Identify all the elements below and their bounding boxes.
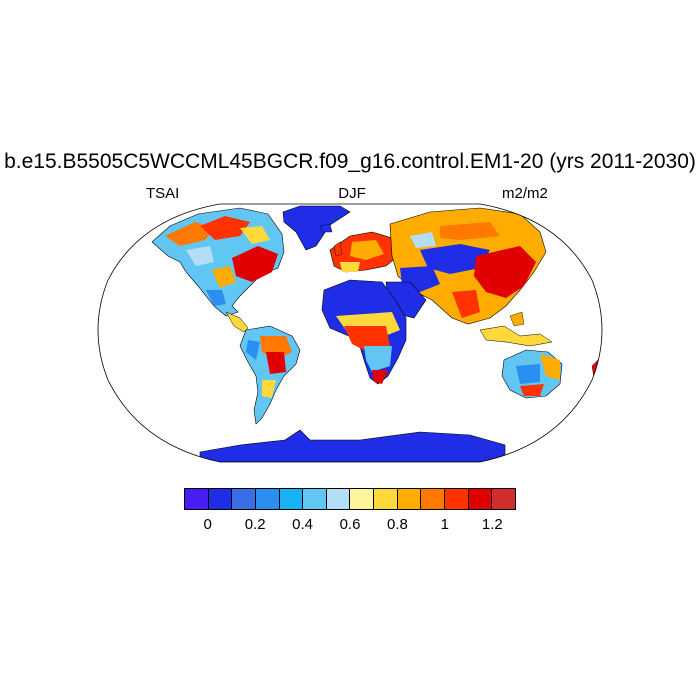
map-boundary	[97, 203, 603, 463]
colorbar-swatch	[185, 489, 209, 509]
colorbar-swatch	[303, 489, 327, 509]
colorbar-tick-label: 0.2	[244, 516, 266, 533]
colorbar-tick-label: 1.2	[481, 516, 503, 533]
colorbar-swatch	[232, 489, 256, 509]
colorbar-swatch	[492, 489, 515, 509]
colorbar-tick-label: 0.4	[292, 516, 313, 533]
indonesia-landmass	[479, 325, 553, 347]
units-label: m2/m2	[502, 185, 548, 202]
central-america-landmass	[225, 311, 249, 333]
colorbar-swatch	[255, 489, 280, 509]
colorbar-swatch	[208, 489, 233, 509]
colorbar-swatch	[279, 489, 304, 509]
colorbar-tick-label: 0.6	[339, 516, 361, 533]
colorbar-swatch	[374, 489, 398, 509]
colorbar-swatch	[397, 489, 422, 509]
variable-label: TSAI	[146, 185, 180, 202]
map-title: b.e15.B5505C5WCCML45BGCR.f09_g16.control…	[4, 150, 696, 173]
antarctica-landmass	[199, 429, 506, 462]
colorbar-swatch	[326, 489, 351, 509]
colorbar	[184, 488, 516, 510]
colorbar-tick-label: 0	[203, 516, 212, 533]
colorbar-tick-label: 1	[440, 516, 450, 533]
colorbar-swatch	[421, 489, 446, 509]
season-label: DJF	[338, 185, 366, 202]
colorbar-tick-label: 0.8	[386, 516, 408, 533]
greenland-landmass	[282, 205, 351, 251]
colorbar-swatch	[468, 489, 493, 509]
colorbar-swatch	[445, 489, 469, 509]
colorbar-swatch	[350, 489, 375, 509]
